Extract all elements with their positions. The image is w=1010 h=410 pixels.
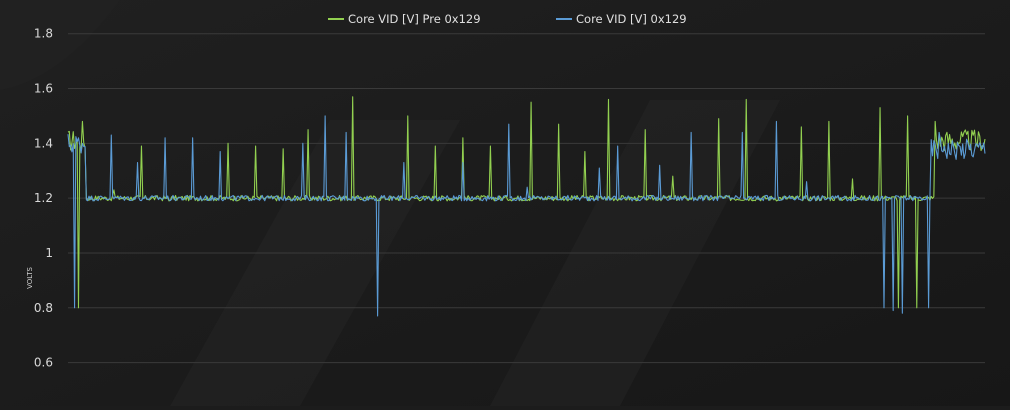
y-tick-label: 0.8 <box>34 301 53 315</box>
y-tick-label: 1 <box>45 246 53 260</box>
grid-lines <box>68 33 985 364</box>
legend: Core VID [V] Pre 0x129 Core VID [V] 0x129 <box>328 12 687 26</box>
y-tick-label: 1.6 <box>34 82 53 96</box>
y-tick-label: 1.8 <box>34 27 53 41</box>
series-line-2 <box>67 115 986 317</box>
y-tick-label: 0.6 <box>34 356 53 370</box>
y-tick-label: 1.2 <box>34 191 53 205</box>
legend-label: Core VID [V] Pre 0x129 <box>348 12 481 26</box>
y-tick-label: 1.4 <box>34 136 53 150</box>
series-lines <box>67 96 986 317</box>
series-line-1 <box>67 96 986 309</box>
y-axis-label: VOLTS <box>26 267 34 289</box>
legend-label: Core VID [V] 0x129 <box>576 12 687 26</box>
y-axis-ticks: 1.8 1.6 1.4 1.2 1 0.8 0.6 <box>34 27 53 370</box>
